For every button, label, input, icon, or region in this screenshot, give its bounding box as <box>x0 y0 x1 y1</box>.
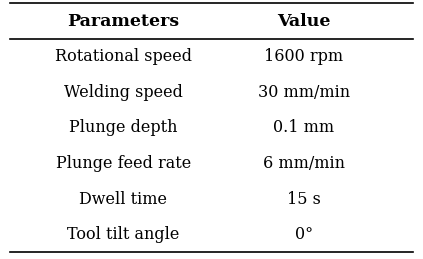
Text: 0.1 mm: 0.1 mm <box>273 119 335 136</box>
Text: 6 mm/min: 6 mm/min <box>263 155 345 172</box>
Text: Welding speed: Welding speed <box>64 84 183 100</box>
Text: 1600 rpm: 1600 rpm <box>264 48 343 65</box>
Text: Plunge depth: Plunge depth <box>69 119 178 136</box>
Text: 30 mm/min: 30 mm/min <box>258 84 350 100</box>
Text: Dwell time: Dwell time <box>79 191 167 207</box>
Text: Value: Value <box>277 13 331 30</box>
Text: Plunge feed rate: Plunge feed rate <box>56 155 191 172</box>
Text: Parameters: Parameters <box>67 13 179 30</box>
Text: 15 s: 15 s <box>287 191 321 207</box>
Text: Tool tilt angle: Tool tilt angle <box>67 226 179 243</box>
Text: 0°: 0° <box>295 226 313 243</box>
Text: Rotational speed: Rotational speed <box>55 48 192 65</box>
